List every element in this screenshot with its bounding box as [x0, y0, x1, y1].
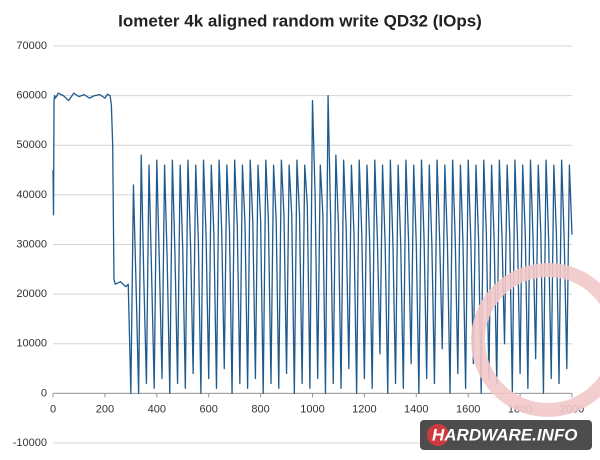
x-tick-label: 1200	[352, 403, 376, 415]
y-tick-label: 60000	[16, 90, 47, 102]
x-tick-label: 1600	[456, 403, 480, 415]
data-line	[52, 92, 573, 395]
y-tick-label: 0	[41, 387, 47, 399]
y-tick-label: 30000	[16, 238, 47, 250]
chart-title: Iometer 4k aligned random write QD32 (IO…	[118, 11, 482, 30]
x-tick-label: 1000	[300, 403, 324, 415]
x-tick-label: 200	[96, 403, 114, 415]
y-tick-label: 20000	[16, 288, 47, 300]
x-tick-label: 600	[200, 403, 218, 415]
watermark: HARDWARE.INFO	[432, 425, 577, 444]
y-tick-label: 70000	[16, 40, 47, 52]
y-tick-label: 10000	[16, 338, 47, 350]
watermark-ring	[471, 263, 600, 417]
y-tick-label: 50000	[16, 139, 47, 151]
watermark-dot	[427, 424, 449, 446]
y-tick-label: -10000	[13, 437, 47, 449]
x-tick-label: 400	[148, 403, 166, 415]
x-tick-label: 800	[251, 403, 269, 415]
x-tick-label: 1400	[404, 403, 428, 415]
watermark-box	[420, 420, 592, 450]
x-tick-label: 0	[50, 403, 56, 415]
y-tick-label: 40000	[16, 189, 47, 201]
watermark-logo: HARDWARE.INFO	[420, 263, 600, 450]
